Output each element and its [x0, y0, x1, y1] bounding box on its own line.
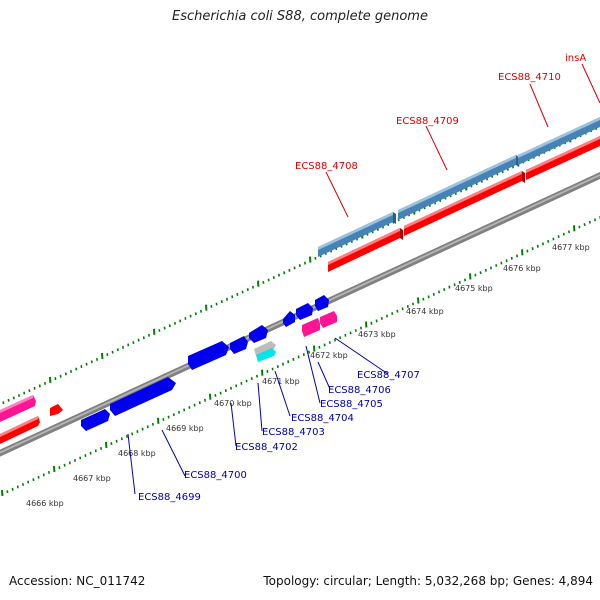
- gene-cyan[interactable]: [256, 348, 276, 362]
- connector-ECS88_4700: [161, 429, 186, 477]
- connector-insA: [581, 63, 600, 104]
- kbp-label: 4667 kbp: [73, 474, 111, 483]
- connector-ECS88_4707: [334, 337, 389, 375]
- accession-label: Accession: NC_011742: [9, 574, 146, 588]
- kbp-label: 4671 kbp: [262, 377, 300, 386]
- label-ECS88_4709: ECS88_4709: [396, 116, 459, 127]
- gene-red-1[interactable]: [328, 228, 403, 272]
- pink-genes: [0, 311, 337, 422]
- gene-pink-2[interactable]: [320, 311, 337, 328]
- inner-tick-ring: [1, 216, 600, 497]
- label-ECS88_4700: ECS88_4700: [184, 470, 247, 481]
- kbp-label-group: 4666 kbp 4667 kbp 4668 kbp 4669 kbp 4670 kbp…: [26, 243, 590, 508]
- upper-gene-labels: insA ECS88_4710 ECS88_4709 ECS88_4708: [295, 53, 586, 172]
- connector-ECS88_4708: [325, 171, 349, 218]
- gene-ECS88_4700[interactable]: [110, 377, 176, 416]
- kbp-label: 4669 kbp: [166, 424, 204, 433]
- connector-ECS88_4704: [274, 370, 291, 417]
- gene-label-connectors: [127, 63, 600, 495]
- gene-ECS88_4702[interactable]: [188, 341, 229, 370]
- gene-red-3[interactable]: [526, 136, 600, 180]
- gene-red-2[interactable]: [404, 171, 525, 236]
- gene-pink-1[interactable]: [302, 318, 320, 337]
- label-ECS88_4699: ECS88_4699: [138, 492, 201, 503]
- gene-ECS88_4705[interactable]: [283, 311, 295, 327]
- label-ECS88_4702: ECS88_4702: [235, 442, 298, 453]
- connector-ECS88_4706: [317, 361, 331, 390]
- label-ECS88_4708: ECS88_4708: [295, 161, 358, 172]
- connector-ECS88_4710: [529, 83, 549, 128]
- gene-red-small[interactable]: [50, 404, 63, 416]
- forward-strand-genes: [0, 136, 600, 444]
- genome-summary: Topology: circular; Length: 5,032,268 bp…: [263, 574, 593, 588]
- gene-ECS88_4704[interactable]: [249, 325, 268, 343]
- label-ECS88_4710: ECS88_4710: [498, 72, 561, 83]
- reverse-strand-genes: [318, 117, 600, 257]
- kbp-label: 4677 kbp: [552, 243, 590, 252]
- kbp-label: 4670 kbp: [214, 399, 252, 408]
- lower-gene-labels: ECS88_4699 ECS88_4700 ECS88_4702 ECS88_4…: [138, 370, 420, 503]
- gene-ECS88_4710[interactable]: [518, 117, 600, 165]
- gene-red-left[interactable]: [0, 416, 40, 444]
- kbp-label: 4674 kbp: [406, 307, 444, 316]
- gene-ECS88_4703[interactable]: [230, 336, 248, 354]
- connector-ECS88_4705: [305, 345, 321, 404]
- blue-genes: [81, 295, 329, 431]
- map-title: Escherichia coli S88, complete genome: [172, 9, 428, 24]
- kbp-label: 4676 kbp: [503, 264, 541, 273]
- kbp-label: 4673 kbp: [358, 330, 396, 339]
- connector-ECS88_4709: [425, 125, 448, 171]
- gene-ECS88_4706[interactable]: [296, 303, 313, 320]
- kbp-label: 4672 kbp: [310, 351, 348, 360]
- gene-pink-left[interactable]: [0, 395, 36, 422]
- kbp-label: 4668 kbp: [118, 449, 156, 458]
- genome-map: 4666 kbp 4667 kbp 4668 kbp 4669 kbp 4670 kbp…: [0, 53, 600, 508]
- label-insA: insA: [565, 53, 586, 64]
- gene-ECS88_4707[interactable]: [315, 295, 329, 311]
- label-ECS88_4705: ECS88_4705: [320, 399, 383, 410]
- kbp-label: 4675 kbp: [455, 284, 493, 293]
- gene-ECS88_4708[interactable]: [318, 212, 396, 257]
- connector-ECS88_4702: [230, 402, 237, 447]
- label-ECS88_4707: ECS88_4707: [357, 370, 420, 381]
- label-ECS88_4703: ECS88_4703: [262, 427, 325, 438]
- connector-ECS88_4703: [257, 382, 263, 432]
- gene-ECS88_4699[interactable]: [81, 409, 110, 431]
- gene-grey[interactable]: [254, 341, 276, 356]
- connector-ECS88_4699: [127, 433, 136, 495]
- kbp-label: 4666 kbp: [26, 499, 64, 508]
- label-ECS88_4706: ECS88_4706: [328, 385, 391, 396]
- label-ECS88_4704: ECS88_4704: [291, 413, 354, 424]
